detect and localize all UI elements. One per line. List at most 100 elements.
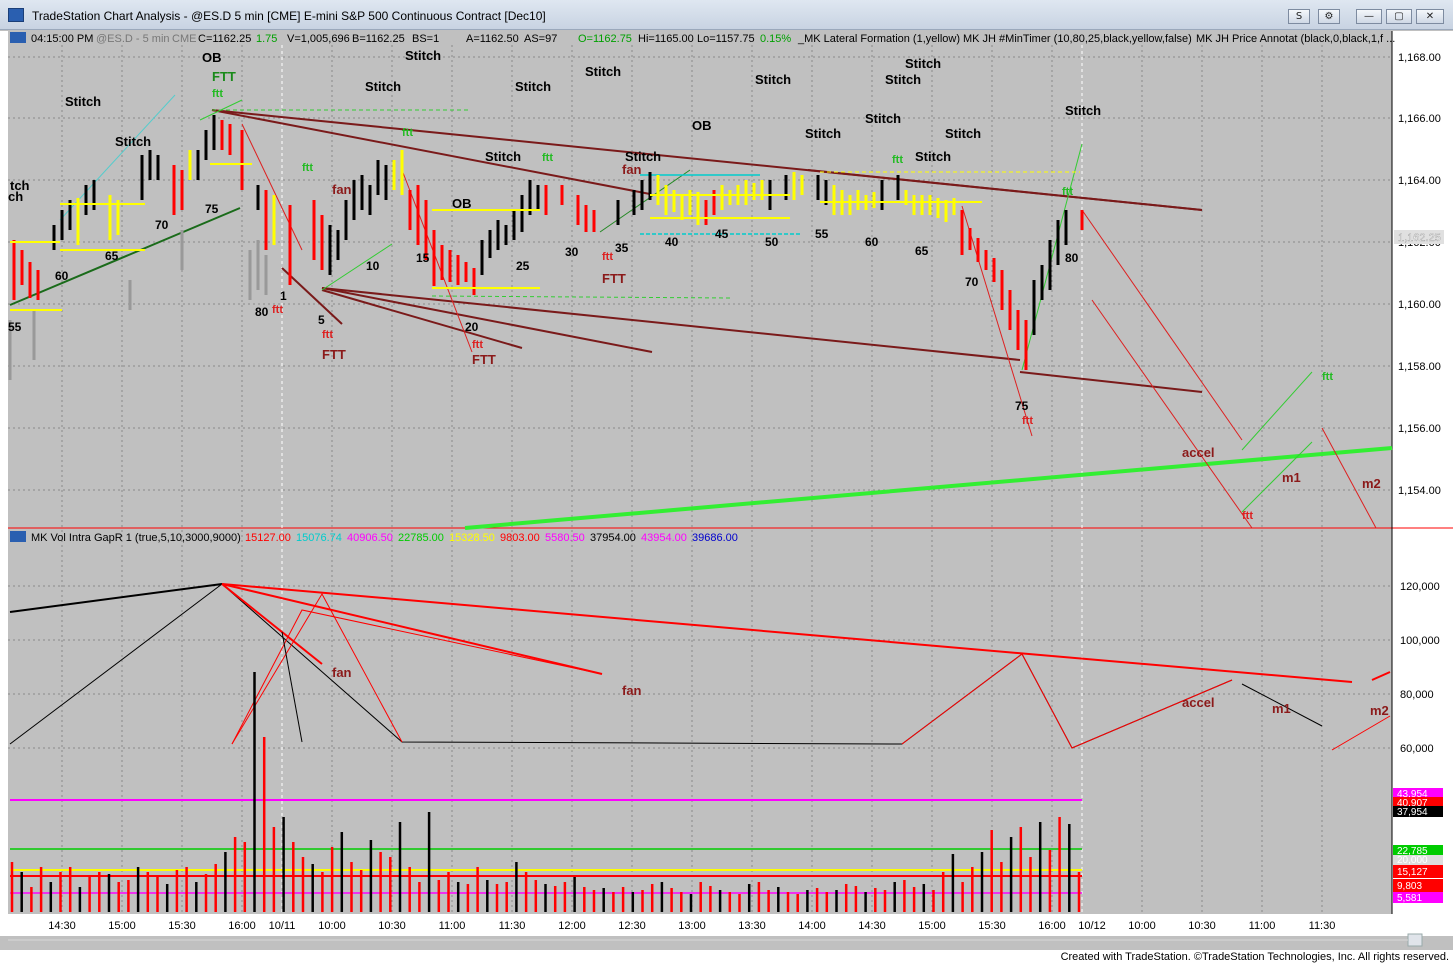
m1-label: m1 [1272, 701, 1291, 716]
time-tick: 16:00 [228, 920, 256, 932]
stitch-label: Stitch [805, 126, 841, 141]
ftt-small: ftt [322, 329, 333, 341]
time-tick: 15:00 [108, 920, 136, 932]
time-tick: 10:30 [1188, 920, 1216, 932]
count-label: 15 [416, 251, 430, 265]
ftt-label: FTT [322, 347, 346, 362]
symbol-link-button[interactable]: S [1288, 9, 1310, 24]
stitch-label: Stitch [65, 94, 101, 109]
count-label: 40 [665, 235, 679, 249]
volume-value: V=1,005,696 [287, 33, 350, 45]
price-tick: 1,154.00 [1398, 485, 1441, 497]
vol-tick: 60,000 [1400, 743, 1434, 755]
horizontal-scrollbar-thumb[interactable] [1407, 933, 1423, 947]
stitch-label: Stitch [885, 72, 921, 87]
stitch-label: Stitch [945, 126, 981, 141]
count-label: 65 [105, 249, 119, 263]
price-axis-panel [1392, 31, 1453, 936]
ask-size: AS=97 [524, 33, 557, 45]
stitch-label: Stitch [405, 48, 441, 63]
count-label: 10 [366, 259, 380, 273]
time-tick: 10/11 [269, 920, 296, 932]
ob-label: OB [692, 118, 712, 133]
time-tick: 11:30 [499, 920, 526, 932]
vol-tag-red2: 15,127 [1397, 867, 1428, 878]
ftt-small: ftt [302, 162, 313, 174]
last-price-tag [1394, 230, 1444, 244]
count-label: 65 [915, 244, 929, 258]
time-tick: 12:30 [618, 920, 646, 932]
volume-header: MK Vol Intra GapR 1 (true,5,10,3000,9000… [10, 531, 738, 544]
stitch-label: Stitch [115, 134, 151, 149]
time-tick: 10/12 [1078, 920, 1106, 932]
count-label: 45 [715, 227, 729, 241]
vol-tag-magenta: 43,954 [1397, 789, 1428, 800]
time-tick: 11:00 [1249, 920, 1276, 932]
time-tick: 10:30 [378, 920, 406, 932]
chart-annotations: tch ch Stitch Stitch Stitch Stitch Stitc… [8, 48, 1381, 491]
count-label: 55 [815, 227, 829, 241]
stitch-label: ch [8, 189, 23, 204]
stitch-label: tch [10, 178, 30, 193]
volume-tags: 43,954 40,907 37,954 22,785 20,000 15,12… [1393, 788, 1443, 904]
ftt-small: ftt [892, 154, 903, 166]
minimize-button[interactable]: — [1356, 9, 1382, 24]
chart-area[interactable]: 04:15:00 PM @ES.D - 5 min CME C=1162.25 … [0, 30, 1453, 950]
stitch-label: Stitch [365, 79, 401, 94]
volume-pane [8, 530, 1392, 914]
vol-value: 40906.50 [347, 532, 393, 544]
ftt-small: ftt [472, 339, 483, 351]
stitch-label: Stitch [625, 149, 661, 164]
ftt-label: FTT [212, 69, 236, 84]
maximize-button[interactable]: ▢ [1386, 9, 1412, 24]
vol-tag-black: 37,954 [1397, 807, 1428, 818]
window-title: TradeStation Chart Analysis - @ES.D 5 mi… [32, 9, 546, 23]
close-button[interactable]: ✕ [1416, 9, 1444, 24]
count-label: 80 [1065, 251, 1079, 265]
price-bars [8, 115, 1084, 380]
vol-tick: 80,000 [1400, 689, 1434, 701]
trendlines [9, 94, 1393, 530]
bid-value: B=1162.25 [352, 33, 405, 45]
vol-value: 9803.00 [500, 532, 540, 544]
count-label: 30 [565, 245, 579, 259]
vol-tag-red3: 9,803 [1397, 881, 1422, 892]
symbol-label: @ES.D - 5 min [96, 33, 170, 45]
count-label: 70 [155, 218, 169, 232]
vol-tick: 120,000 [1400, 581, 1440, 593]
count-label: 60 [55, 269, 69, 283]
price-tick: 1,166.00 [1398, 113, 1441, 125]
price-tick: 1,158.00 [1398, 361, 1441, 373]
ftt-small: ftt [1322, 371, 1333, 383]
stitch-label: Stitch [755, 72, 791, 87]
ob-label: OB [452, 196, 472, 211]
chart-canvas[interactable]: 04:15:00 PM @ES.D - 5 min CME C=1162.25 … [0, 30, 1453, 950]
vol-value: 37954.00 [590, 532, 636, 544]
count-label: 75 [1015, 399, 1029, 413]
price-header: 04:15:00 PM @ES.D - 5 min CME C=1162.25 … [10, 32, 1395, 45]
count-label: 80 [255, 305, 269, 319]
stitch-label: Stitch [585, 64, 621, 79]
left-margin [0, 31, 8, 936]
time-tick: 15:30 [978, 920, 1006, 932]
vol-value: 39686.00 [692, 532, 738, 544]
window-titlebar: TradeStation Chart Analysis - @ES.D 5 mi… [0, 0, 1453, 30]
fan-label: fan [332, 665, 352, 680]
accel-label: accel [1182, 695, 1215, 710]
vol-value: 15076.74 [296, 532, 342, 544]
price-tick: 1,164.00 [1398, 175, 1441, 187]
vol-data-icon[interactable] [10, 531, 26, 542]
count-label: 70 [965, 275, 979, 289]
count-label: 1 [280, 289, 287, 303]
change-value: 1.75 [256, 33, 277, 45]
fan-label: fan [332, 182, 352, 197]
settings-gear-icon[interactable]: ⚙ [1318, 9, 1340, 24]
data-window-icon[interactable] [10, 32, 26, 43]
count-label: 50 [765, 235, 779, 249]
ftt-small: ftt [402, 127, 413, 139]
m1-label: m1 [1282, 470, 1301, 485]
time-tick: 15:30 [168, 920, 196, 932]
ftt-label: FTT [472, 352, 496, 367]
vol-indicator-name: MK Vol Intra GapR 1 (true,5,10,3000,9000… [31, 532, 241, 544]
tradestation-credit: Created with TradeStation. ©TradeStation… [1060, 951, 1449, 963]
